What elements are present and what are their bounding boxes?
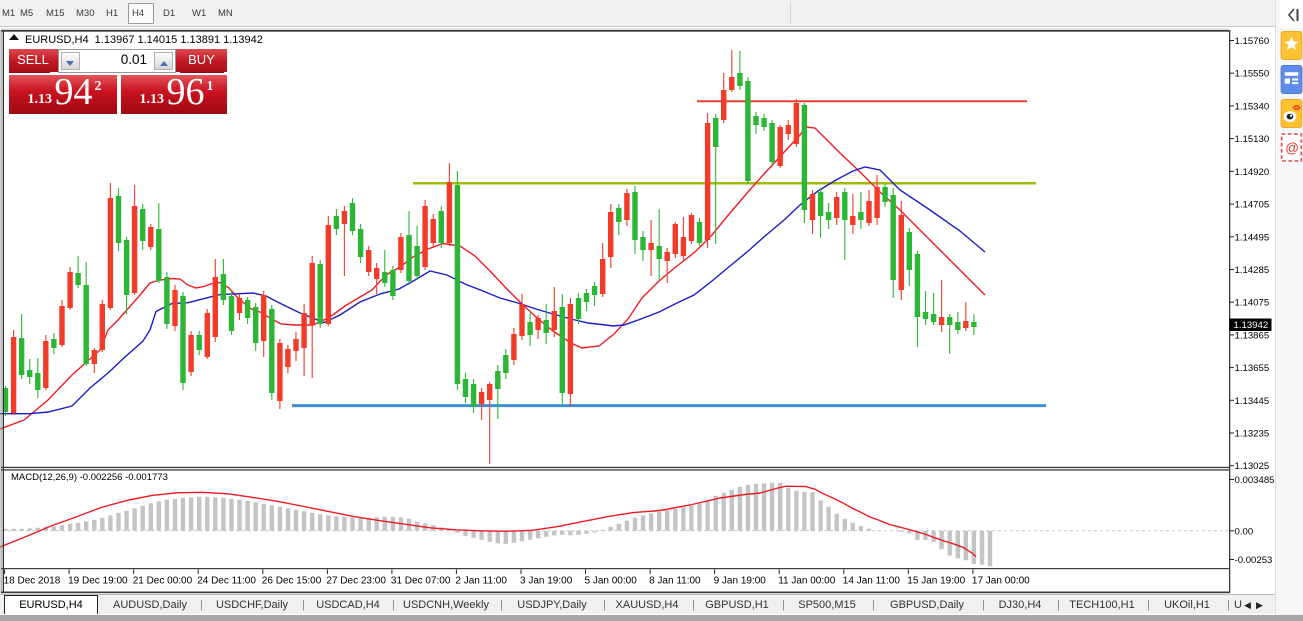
svg-text:21 Dec 00:00: 21 Dec 00:00 <box>133 576 193 587</box>
svg-text:27 Dec 23:00: 27 Dec 23:00 <box>326 576 386 587</box>
svg-text:26 Dec 15:00: 26 Dec 15:00 <box>262 576 322 587</box>
svg-text:5 Jan 00:00: 5 Jan 00:00 <box>585 576 638 587</box>
svg-text:1.14705: 1.14705 <box>1235 200 1270 211</box>
svg-text:1.14920: 1.14920 <box>1235 167 1270 178</box>
svg-text:1.14285: 1.14285 <box>1235 265 1270 276</box>
svg-text:24 Dec 11:00: 24 Dec 11:00 <box>197 576 256 587</box>
svg-text:2 Jan 11:00: 2 Jan 11:00 <box>455 576 507 587</box>
svg-text:1.14075: 1.14075 <box>1235 298 1270 309</box>
svg-text:1.15760: 1.15760 <box>1235 36 1270 47</box>
svg-text:1.13655: 1.13655 <box>1235 363 1270 374</box>
svg-text:MACD(12,26,9) -0.002256 -0.001: MACD(12,26,9) -0.002256 -0.001773 <box>11 472 168 483</box>
svg-text:1.13942: 1.13942 <box>1234 320 1269 331</box>
svg-text:1.15130: 1.15130 <box>1235 134 1270 145</box>
svg-text:1.13025: 1.13025 <box>1235 461 1270 472</box>
svg-text:1.13235: 1.13235 <box>1235 429 1270 440</box>
svg-text:17 Jan 00:00: 17 Jan 00:00 <box>972 576 1030 587</box>
svg-text:0.003485: 0.003485 <box>1235 475 1275 486</box>
svg-text:1.13445: 1.13445 <box>1235 396 1270 407</box>
svg-text:1.13865: 1.13865 <box>1235 330 1270 341</box>
svg-text:18 Dec 2018: 18 Dec 2018 <box>4 576 61 587</box>
svg-text:1.15340: 1.15340 <box>1235 101 1270 112</box>
svg-text:@: @ <box>1285 141 1299 156</box>
svg-text:9 Jan 19:00: 9 Jan 19:00 <box>714 576 767 587</box>
svg-text:1.14495: 1.14495 <box>1235 232 1270 243</box>
svg-text:19 Dec 19:00: 19 Dec 19:00 <box>68 576 128 587</box>
svg-text:31 Dec 07:00: 31 Dec 07:00 <box>391 576 451 587</box>
svg-text:1.15550: 1.15550 <box>1235 69 1270 80</box>
svg-text:15 Jan 19:00: 15 Jan 19:00 <box>907 576 965 587</box>
svg-text:EURUSD,H4 1.13967 1.14015 1.1: EURUSD,H4 1.13967 1.14015 1.13891 1.1394… <box>25 34 263 46</box>
svg-text:11 Jan 00:00: 11 Jan 00:00 <box>778 576 836 587</box>
svg-text:14 Jan 11:00: 14 Jan 11:00 <box>843 576 901 587</box>
svg-text:0.00: 0.00 <box>1235 526 1254 537</box>
svg-text:-0.00253: -0.00253 <box>1235 555 1273 566</box>
svg-text:8 Jan 11:00: 8 Jan 11:00 <box>649 576 701 587</box>
svg-text:3 Jan 19:00: 3 Jan 19:00 <box>520 576 573 587</box>
